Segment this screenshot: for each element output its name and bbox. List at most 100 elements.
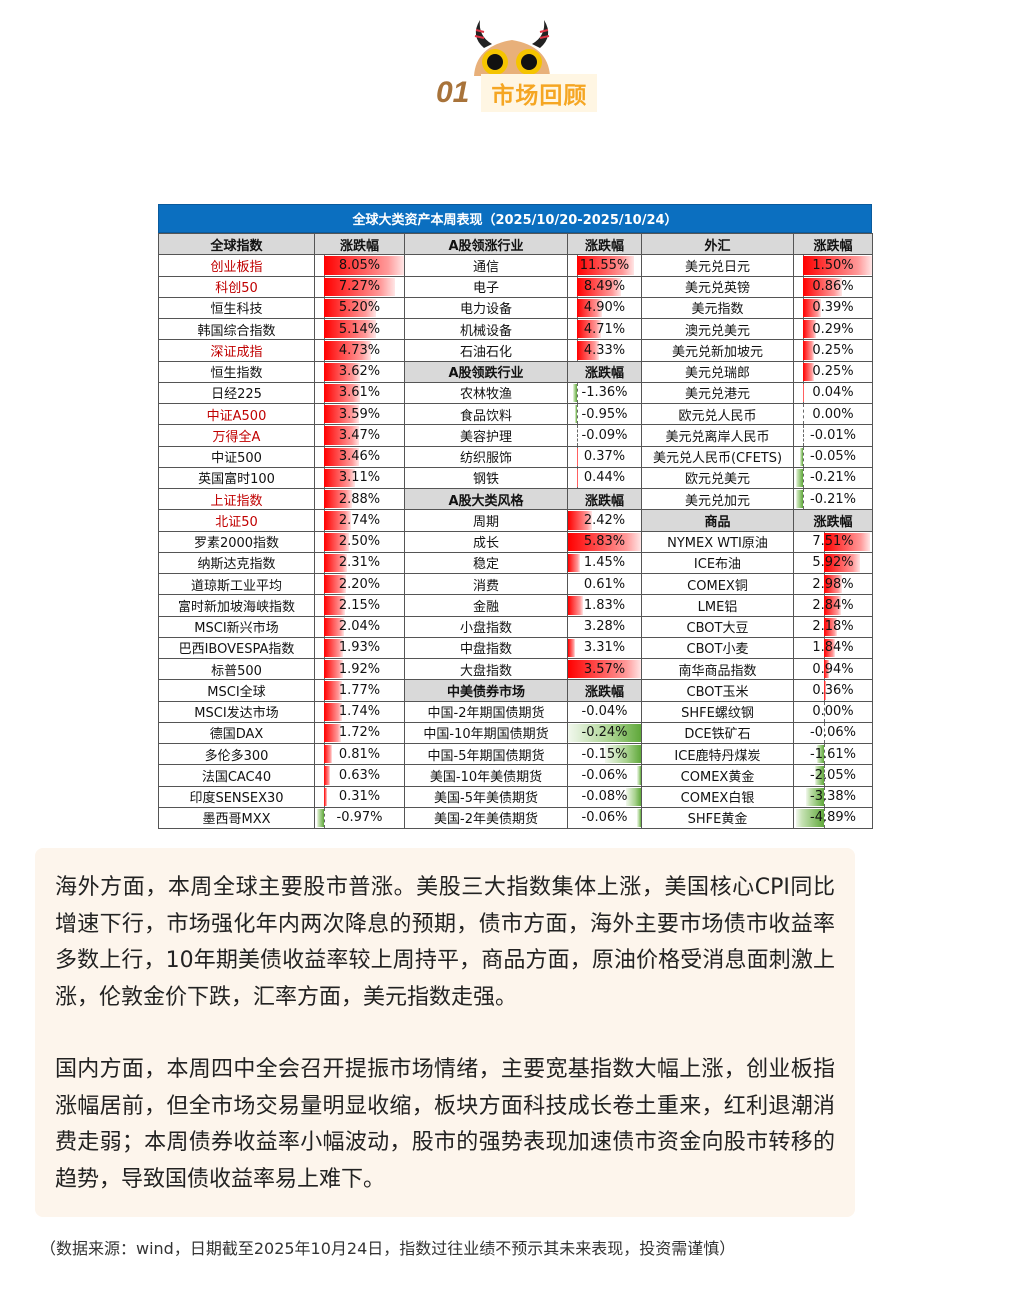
positive-bar [802, 256, 872, 275]
change-cell: 1.45% [567, 551, 642, 575]
table-row: 中证500 3.46% 纺织服饰 0.37% 美元兑人民币(CFETS) -0.05% [158, 445, 873, 468]
asset-name: ICE鹿特丹煤炭 [641, 742, 794, 766]
change-cell: 2.42% [567, 509, 642, 532]
change-value: 2.18% [812, 619, 854, 635]
change-cell: 0.44% [567, 466, 642, 490]
change-cell: -4.89% [793, 806, 873, 830]
change-value: 0.31% [338, 789, 381, 805]
change-value: 0.00% [812, 704, 854, 720]
asset-name: 恒生指数 [158, 360, 315, 383]
commentary-domestic: 国内方面，本周四中全会召开提振市场情绪，主要宽基指数大幅上涨，创业板指涨幅居前，… [55, 1057, 835, 1192]
table-row: 日经225 3.61% 农林牧渔 -1.36% 美元兑港元 0.04% [158, 381, 873, 405]
zero-axis [802, 447, 804, 467]
change-value: 3.61% [338, 385, 381, 401]
zero-axis [823, 765, 825, 785]
zero-axis [323, 808, 325, 828]
change-value: 0.25% [812, 364, 854, 380]
positive-bar [323, 468, 356, 487]
asset-name: 电子 [404, 275, 568, 298]
change-value: -0.21% [810, 470, 856, 486]
change-cell: 0.00% [793, 402, 873, 426]
change-cell: 3.59% [314, 402, 405, 426]
change-value: 2.42% [583, 512, 626, 528]
change-value: 11.55% [579, 257, 630, 273]
group-header: 外汇 [641, 232, 794, 256]
change-value: 0.36% [812, 682, 854, 698]
zero-axis [576, 383, 578, 403]
zero-axis [823, 808, 825, 828]
asset-name: 美国-5年美债期货 [404, 785, 568, 808]
table-row: MSCI发达市场 1.74% 中国-2年期国债期货 -0.04% SHFE螺纹钢 0.00… [158, 700, 873, 723]
asset-name: 法国CAC40 [158, 764, 315, 787]
asset-name: 纳斯达克指数 [158, 551, 315, 575]
change-cell: 0.00% [793, 700, 873, 723]
asset-name: 食品饮料 [404, 402, 568, 426]
group-header: 中美债券市场 [404, 679, 568, 702]
zero-axis [802, 404, 804, 424]
table-row: 恒生指数 3.62% A股领跌行业 涨跌幅 美元兑瑞郎 0.25% [158, 360, 873, 383]
asset-name: 道琼斯工业平均 [158, 572, 315, 596]
change-value: 2.31% [338, 555, 381, 571]
negative-bar [604, 745, 641, 764]
change-header: 涨跌幅 [567, 679, 642, 702]
change-cell: 0.63% [314, 764, 405, 787]
positive-bar [802, 298, 821, 317]
change-cell: 0.25% [793, 360, 873, 383]
negative-bar [805, 787, 824, 806]
change-value: 3.62% [338, 364, 381, 380]
change-value: 2.84% [812, 597, 854, 613]
asset-name: CBOT小麦 [641, 636, 794, 660]
change-cell: 3.62% [314, 360, 405, 383]
change-value: 0.44% [583, 470, 626, 486]
change-value: 0.94% [812, 661, 854, 677]
change-cell: 2.18% [793, 615, 873, 638]
negative-bar [316, 808, 324, 827]
asset-name: 中证500 [158, 445, 315, 468]
change-value: -0.95% [581, 406, 628, 422]
change-value: 0.81% [338, 746, 381, 762]
negative-bar [795, 468, 803, 487]
table-row: 法国CAC40 0.63% 美国-10年美债期货 -0.06% COMEX黄金 -2.05… [158, 764, 873, 787]
change-cell: -1.61% [793, 742, 873, 766]
change-cell: 2.31% [314, 551, 405, 575]
asset-name: 北证50 [158, 509, 315, 532]
asset-name: 科创50 [158, 275, 315, 298]
change-value: -0.06% [581, 767, 628, 783]
asset-name: 美容护理 [404, 424, 568, 447]
positive-bar [576, 320, 601, 339]
change-cell: 1.50% [793, 254, 873, 277]
change-value: -0.06% [581, 810, 628, 826]
change-value: -1.36% [581, 385, 628, 401]
asset-name: 美国-10年美债期货 [404, 764, 568, 787]
positive-bar [323, 575, 347, 594]
change-value: 1.45% [583, 555, 626, 571]
change-cell: 1.83% [567, 594, 642, 617]
positive-bar [823, 596, 841, 615]
table-row: 北证50 2.74% 周期 2.42% 商品 涨跌幅 [158, 509, 873, 532]
commentary-overseas: 海外方面，本周全球主要股市普涨。美股三大指数集体上涨，美国核心CPI同比增速下行… [55, 875, 835, 1010]
positive-bar [576, 277, 621, 296]
positive-bar [323, 745, 332, 764]
positive-bar [576, 256, 634, 275]
asset-name: 石油石化 [404, 339, 568, 362]
change-cell: -0.08% [567, 785, 642, 808]
table-row: 印度SENSEX30 0.31% 美国-5年美债期货 -0.08% COMEX白银 -3.… [158, 785, 873, 808]
change-value: 2.20% [338, 576, 381, 592]
asset-name: DCE铁矿石 [641, 721, 794, 745]
positive-bar [802, 320, 816, 339]
change-cell: 5.14% [314, 317, 405, 341]
table-row: MSCI新兴市场 2.04% 小盘指数 3.28% CBOT大豆 2.18% [158, 615, 873, 638]
negative-bar [568, 723, 641, 742]
change-value: 8.05% [338, 257, 381, 273]
group-header: A股领跌行业 [404, 360, 568, 383]
change-value: 4.73% [338, 342, 381, 358]
change-cell: 2.15% [314, 594, 405, 617]
change-cell: 0.25% [793, 339, 873, 362]
table-row: 巴西IBOVESPA指数 1.93% 中盘指数 3.31% CBOT小麦 1.84% [158, 636, 873, 660]
change-cell: 0.04% [793, 381, 873, 405]
change-value: 0.39% [812, 300, 854, 316]
asset-name: 南华商品指数 [641, 657, 794, 681]
table-row: 富时新加坡海峡指数 2.15% 金融 1.83% LME铝 2.84% [158, 594, 873, 617]
change-value: 4.90% [583, 300, 626, 316]
asset-name: 澳元兑美元 [641, 317, 794, 341]
